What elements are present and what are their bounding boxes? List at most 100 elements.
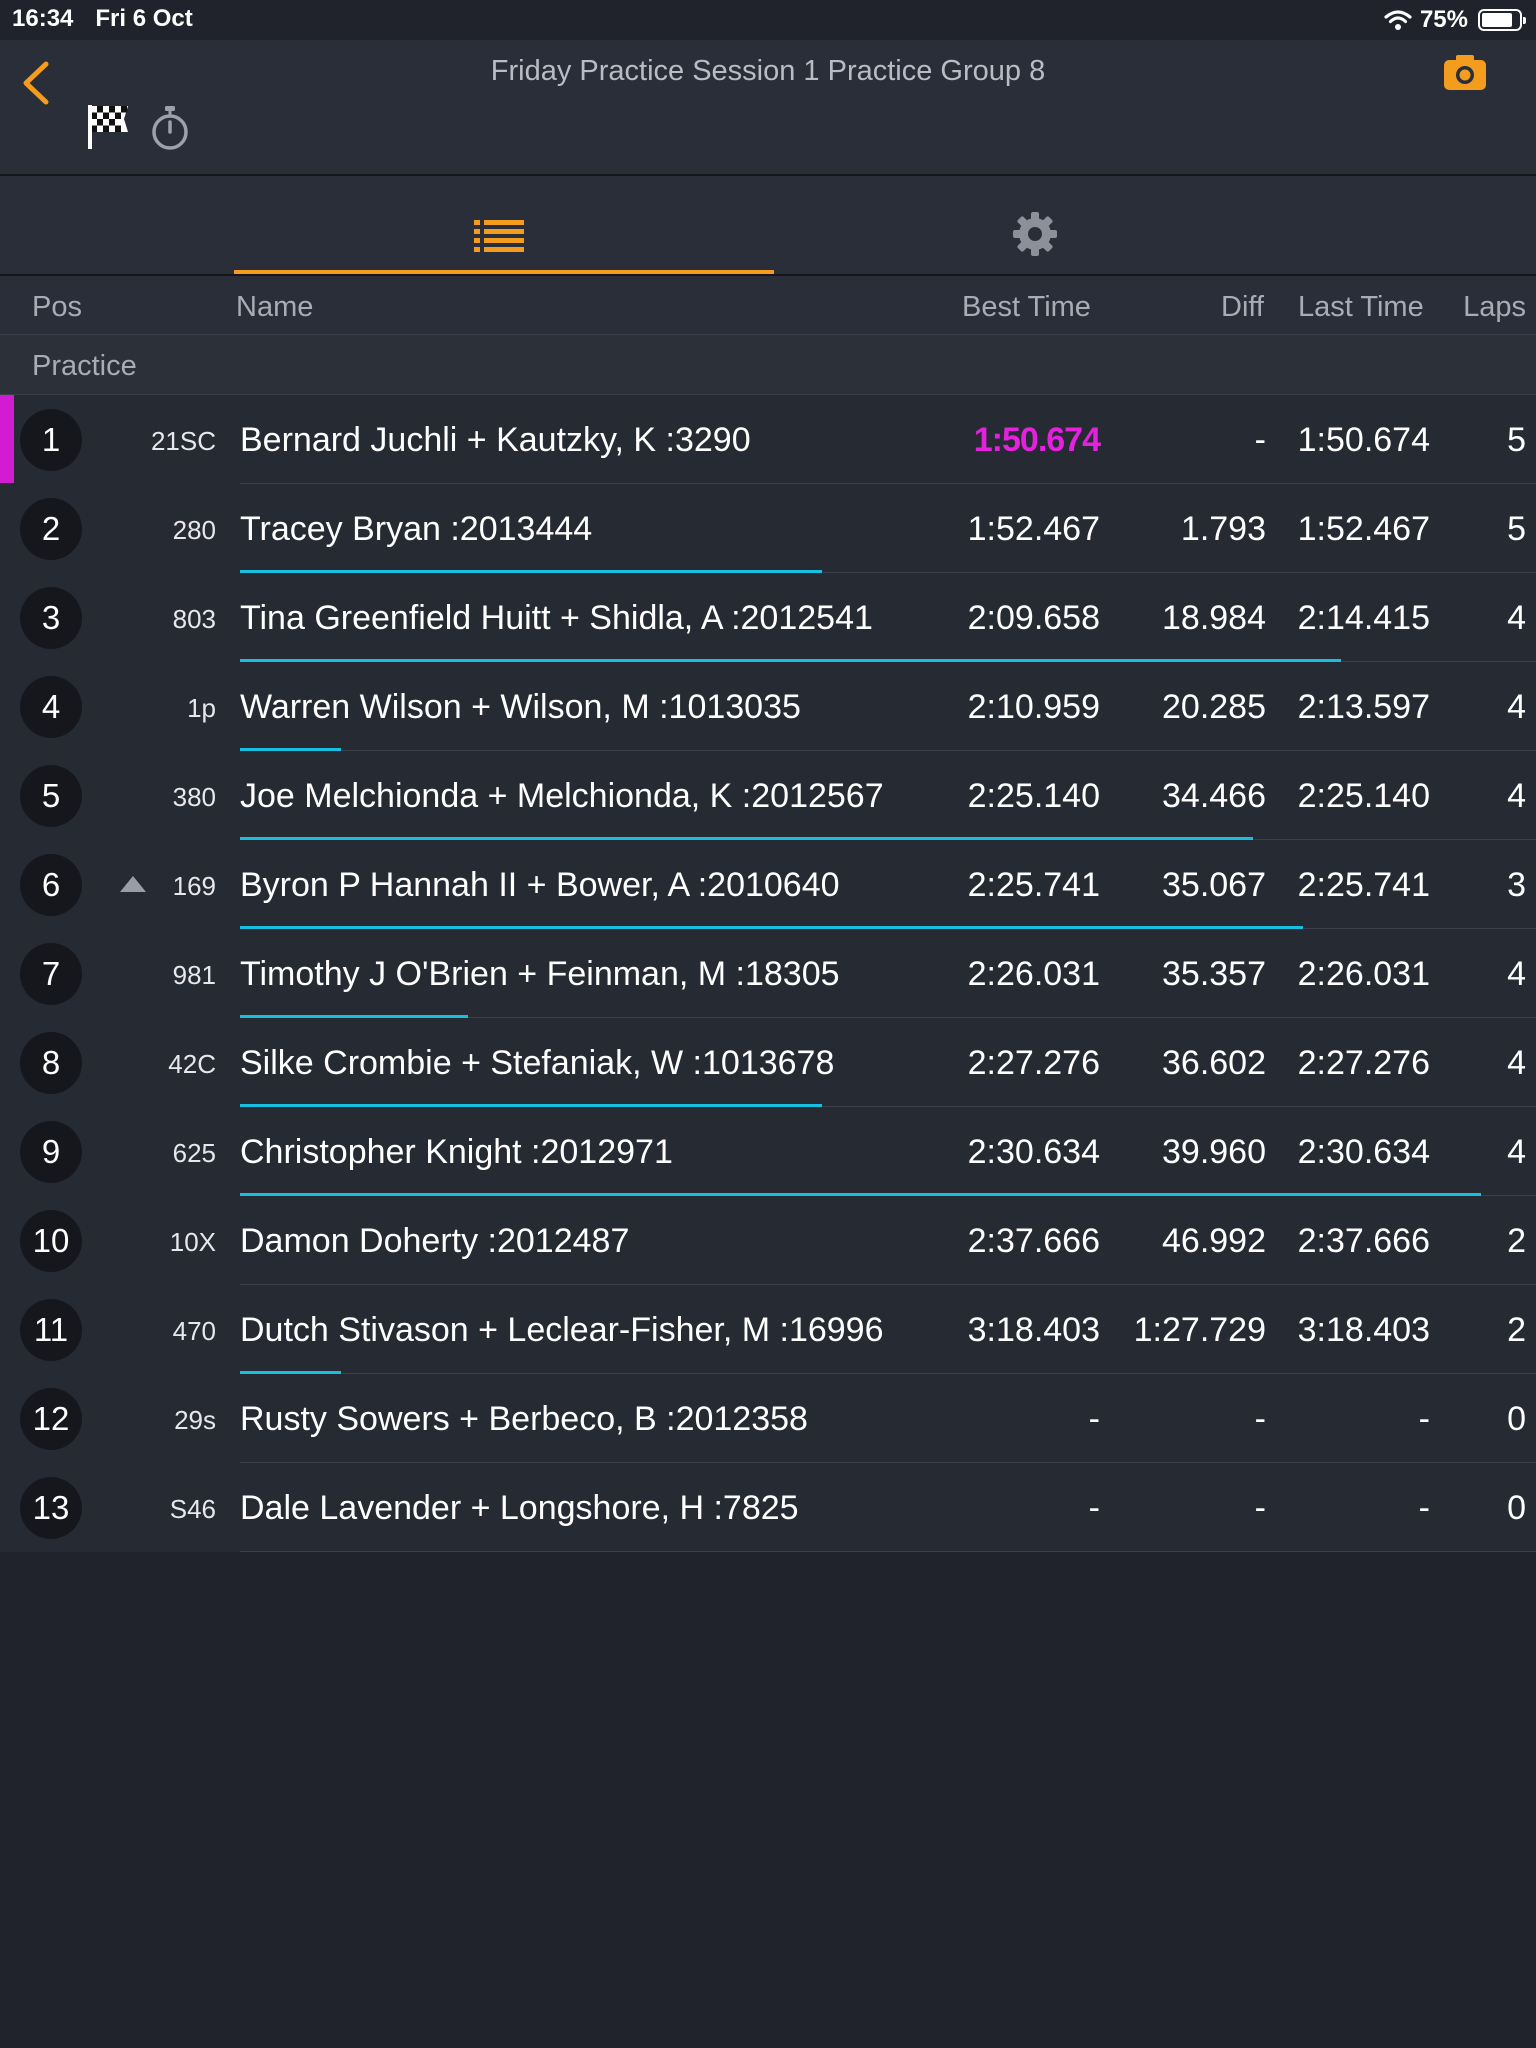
table-row[interactable]: 11 470 Dutch Stivason + Leclear-Fisher, M … bbox=[0, 1285, 1536, 1374]
table-row[interactable]: 13 S46 Dale Lavender + Longshore, H :7825 -… bbox=[0, 1463, 1536, 1552]
time-diff: 46.992 bbox=[1162, 1222, 1266, 1260]
wifi-icon bbox=[1384, 10, 1412, 30]
time-diff: 35.357 bbox=[1162, 955, 1266, 993]
last-time: 1:50.674 bbox=[1297, 421, 1430, 459]
stopwatch-icon[interactable] bbox=[148, 104, 192, 152]
lap-progress-bar bbox=[240, 1371, 341, 1374]
section-title: Practice bbox=[32, 350, 137, 382]
car-number: 10X bbox=[169, 1227, 216, 1257]
last-time: 3:18.403 bbox=[1297, 1311, 1430, 1349]
driver-name: Warren Wilson + Wilson, M :1013035 bbox=[240, 688, 801, 726]
lap-count: 0 bbox=[1507, 1489, 1526, 1527]
last-time: 2:30.634 bbox=[1297, 1133, 1430, 1171]
col-best-time[interactable]: Best Time bbox=[962, 291, 1091, 323]
table-row[interactable]: 10 10X Damon Doherty :2012487 2:37.666 46.99… bbox=[0, 1196, 1536, 1285]
row-divider-cover bbox=[0, 928, 240, 929]
fastest-lap-marker bbox=[0, 395, 14, 483]
position-badge: 12 bbox=[20, 1388, 82, 1450]
best-time: 2:27.276 bbox=[967, 1044, 1100, 1082]
driver-name: Silke Crombie + Stefaniak, W :1013678 bbox=[240, 1044, 835, 1082]
page-title: Friday Practice Session 1 Practice Group… bbox=[490, 55, 1046, 87]
lap-progress-bar bbox=[240, 1104, 822, 1107]
time-diff: 1.793 bbox=[1180, 510, 1266, 548]
list-icon bbox=[474, 220, 524, 252]
driver-name: Christopher Knight :2012971 bbox=[240, 1133, 673, 1171]
car-number: 380 bbox=[172, 782, 216, 812]
best-time: 2:37.666 bbox=[967, 1222, 1100, 1260]
driver-name: Rusty Sowers + Berbeco, B :2012358 bbox=[240, 1400, 808, 1438]
time-diff: - bbox=[1254, 1489, 1266, 1527]
checkered-flag-icon[interactable] bbox=[86, 101, 132, 151]
last-time: 2:27.276 bbox=[1297, 1044, 1430, 1082]
tab-settings[interactable] bbox=[774, 176, 1294, 274]
header: Friday Practice Session 1 Practice Group… bbox=[0, 40, 1536, 176]
lap-count: 5 bbox=[1507, 421, 1526, 459]
lap-count: 4 bbox=[1507, 1133, 1526, 1171]
back-chevron-icon[interactable] bbox=[16, 58, 56, 108]
row-divider-cover bbox=[0, 1284, 240, 1285]
table-row[interactable]: 12 29s Rusty Sowers + Berbeco, B :2012358 -… bbox=[0, 1374, 1536, 1463]
tab-results-list[interactable] bbox=[234, 176, 774, 274]
time-diff: 36.602 bbox=[1162, 1044, 1266, 1082]
row-divider-cover bbox=[0, 1551, 240, 1552]
car-number: 280 bbox=[172, 515, 216, 545]
car-number: 21SC bbox=[150, 426, 216, 456]
col-last-time[interactable]: Last Time bbox=[1298, 291, 1424, 323]
col-pos[interactable]: Pos bbox=[32, 291, 82, 323]
position-badge: 3 bbox=[20, 587, 82, 649]
position-badge: 6 bbox=[20, 854, 82, 916]
best-time: 1:50.674 bbox=[973, 421, 1101, 459]
time-diff: 39.960 bbox=[1162, 1133, 1266, 1171]
row-divider-cover bbox=[0, 483, 240, 484]
row-divider-cover bbox=[0, 661, 240, 662]
col-name[interactable]: Name bbox=[236, 291, 314, 323]
table-row[interactable]: 6 169 Byron P Hannah II + Bower, A :201064… bbox=[0, 840, 1536, 929]
best-time: 2:25.741 bbox=[967, 866, 1100, 904]
table-row[interactable]: 1 21SC Bernard Juchli + Kautzky, K :3290 1:… bbox=[0, 395, 1536, 484]
car-number: S46 bbox=[169, 1494, 216, 1524]
time-diff: 1:27.729 bbox=[1133, 1311, 1266, 1349]
time-diff: 18.984 bbox=[1162, 599, 1266, 637]
driver-name: Joe Melchionda + Melchionda, K :2012567 bbox=[240, 777, 884, 815]
table-row[interactable]: 8 42C Silke Crombie + Stefaniak, W :101367… bbox=[0, 1018, 1536, 1107]
row-divider-cover bbox=[0, 1373, 240, 1374]
car-number: 470 bbox=[172, 1316, 216, 1346]
table-row[interactable]: 4 1p Warren Wilson + Wilson, M :1013035 2:1… bbox=[0, 662, 1536, 751]
status-date: Fri 6 Oct bbox=[95, 5, 193, 32]
table-row[interactable]: 3 803 Tina Greenfield Huitt + Shidla, A :2… bbox=[0, 573, 1536, 662]
table-row[interactable]: 9 625 Christopher Knight :2012971 2:30.634 3… bbox=[0, 1107, 1536, 1196]
row-divider-cover bbox=[0, 1195, 240, 1196]
row-divider-cover bbox=[0, 1462, 240, 1463]
position-badge: 9 bbox=[20, 1121, 82, 1183]
last-time: - bbox=[1418, 1400, 1430, 1438]
last-time: 2:37.666 bbox=[1297, 1222, 1430, 1260]
lap-count: 5 bbox=[1507, 510, 1526, 548]
car-number: 981 bbox=[172, 960, 216, 990]
table-row[interactable]: 5 380 Joe Melchionda + Melchionda, K :2012… bbox=[0, 751, 1536, 840]
lap-progress-bar bbox=[240, 926, 1303, 929]
lap-count: 2 bbox=[1507, 1311, 1526, 1349]
camera-icon[interactable] bbox=[1442, 52, 1488, 92]
car-number: 29s bbox=[174, 1405, 216, 1435]
car-number: 803 bbox=[172, 604, 216, 634]
last-time: 2:25.140 bbox=[1297, 777, 1430, 815]
time-diff: 35.067 bbox=[1162, 866, 1266, 904]
gear-icon bbox=[1013, 212, 1057, 256]
best-time: 2:25.140 bbox=[967, 777, 1100, 815]
col-diff[interactable]: Diff bbox=[1221, 291, 1264, 323]
position-up-icon bbox=[120, 876, 146, 892]
driver-name: Tracey Bryan :2013444 bbox=[240, 510, 593, 548]
position-badge: 10 bbox=[20, 1210, 82, 1272]
col-laps[interactable]: Laps bbox=[1463, 291, 1526, 323]
status-right: 75% bbox=[1384, 5, 1526, 35]
driver-name: Tina Greenfield Huitt + Shidla, A :20125… bbox=[240, 599, 873, 637]
last-time: 2:14.415 bbox=[1297, 599, 1430, 637]
table-row[interactable]: 2 280 Tracey Bryan :2013444 1:52.467 1.793 1:… bbox=[0, 484, 1536, 573]
lap-progress-bar bbox=[240, 659, 1341, 662]
lap-progress-bar bbox=[240, 570, 822, 573]
lap-count: 4 bbox=[1507, 1044, 1526, 1082]
position-badge: 11 bbox=[20, 1299, 82, 1361]
lap-progress-bar bbox=[240, 837, 1253, 840]
car-number: 169 bbox=[172, 871, 216, 901]
table-row[interactable]: 7 981 Timothy J O'Brien + Feinman, M :1830… bbox=[0, 929, 1536, 1018]
